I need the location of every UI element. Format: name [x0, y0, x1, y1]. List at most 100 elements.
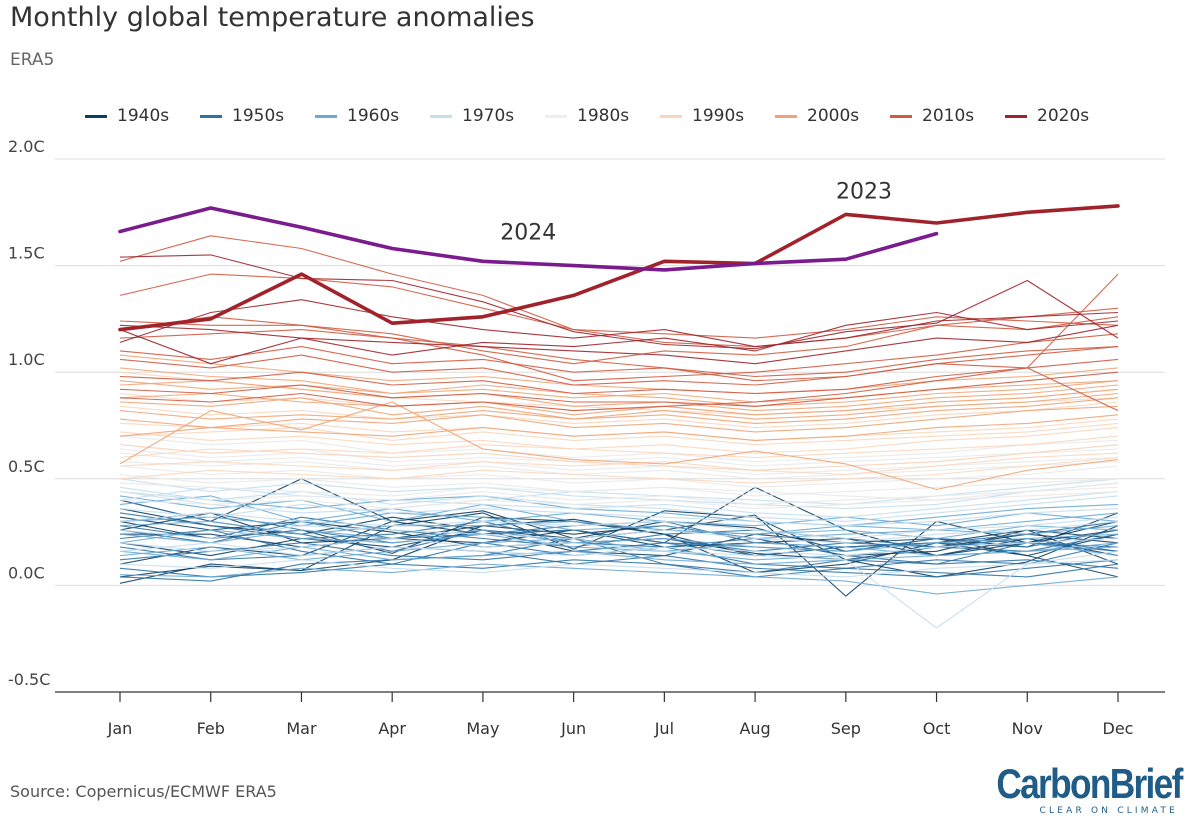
legend-label: 2020s	[1037, 106, 1090, 126]
series-line-2000s	[119, 354, 1119, 395]
series-labels: 2023 2024	[500, 179, 892, 245]
legend-item-2020s: 2020s	[1005, 106, 1120, 126]
series-line-1990s	[119, 427, 1119, 454]
chart-title: Monthly global temperature anomalies	[10, 2, 535, 33]
legend-item-1940s: 1940s	[85, 106, 200, 126]
x-tick-label: Oct	[923, 719, 951, 738]
x-tick-label: Jan	[107, 719, 133, 738]
series-line-1990s	[119, 422, 1119, 446]
legend-label: 2000s	[807, 106, 860, 126]
series-label-2024: 2024	[500, 220, 556, 245]
legend-swatch	[315, 114, 337, 118]
source-note: Source: Copernicus/ECMWF ERA5	[10, 782, 277, 801]
legend: 1940s 1950s 1960s 1970s 1980s 1990s 2000s 2010s…	[85, 106, 1120, 126]
series-line-2000s	[119, 388, 1119, 416]
series-line-1990s	[119, 456, 1119, 484]
x-tick-label: Sep	[831, 719, 861, 738]
legend-item-1950s: 1950s	[200, 106, 315, 126]
series-line-1950s	[119, 559, 1119, 578]
legend-swatch	[430, 114, 452, 118]
series-line-2010s	[119, 235, 1119, 339]
series-line-2020s	[119, 254, 1119, 350]
series-line-2000s	[119, 392, 1119, 420]
series-line-2010s	[119, 329, 1119, 382]
series-line-2010s	[119, 316, 1119, 365]
series-line-2020s	[119, 324, 1119, 365]
series-line-2010s	[119, 358, 1119, 395]
x-tick-label: Dec	[1103, 719, 1134, 738]
legend-swatch	[890, 114, 912, 118]
legend-item-1980s: 1980s	[545, 106, 660, 126]
series-line-2000s	[119, 397, 1119, 424]
legend-swatch	[660, 114, 682, 118]
legend-item-1960s: 1960s	[315, 106, 430, 126]
legend-item-2000s: 2000s	[775, 106, 890, 126]
chart-subtitle: ERA5	[10, 50, 55, 70]
legend-item-1990s: 1990s	[660, 106, 775, 126]
series-line-1940s	[119, 478, 1119, 597]
x-tick-label: Nov	[1012, 719, 1043, 738]
series-line-1960s	[119, 512, 1119, 540]
series-line-1970s	[119, 537, 1119, 557]
y-tick-label: 0.5C	[8, 457, 45, 476]
legend-swatch	[775, 114, 797, 118]
background-series	[119, 235, 1119, 629]
series-line-1980s	[119, 444, 1119, 471]
legend-swatch	[200, 114, 222, 118]
x-tick-label: Apr	[378, 719, 406, 738]
series-line-1960s	[119, 546, 1119, 565]
x-tick-label: Mar	[286, 719, 317, 738]
series-line-2000s	[119, 414, 1119, 441]
series-line-2024	[118, 206, 939, 272]
legend-swatch	[1005, 114, 1027, 118]
x-tick-label: May	[466, 719, 499, 738]
series-line-1970s	[119, 503, 1119, 527]
series-line-2000s	[119, 380, 1119, 407]
series-line-2010s	[119, 346, 1119, 378]
series-line-1990s	[119, 435, 1119, 459]
x-tick-label: Feb	[197, 719, 225, 738]
series-line-1950s	[119, 512, 1119, 552]
legend-item-1970s: 1970s	[430, 106, 545, 126]
series-line-1960s	[119, 563, 1119, 595]
series-line-1980s	[119, 465, 1119, 488]
series-line-2010s	[119, 316, 1119, 412]
series-line-2020s	[119, 299, 1119, 348]
series-line-2000s	[119, 405, 1119, 433]
series-line-1970s	[119, 486, 1119, 518]
series-line-1940s	[120, 529, 1119, 557]
series-line-1960s	[119, 491, 1119, 527]
series-line-1970s	[119, 520, 1119, 544]
legend-label: 1940s	[117, 106, 170, 126]
series-line-1960s	[119, 520, 1119, 540]
legend-label: 1960s	[347, 106, 400, 126]
y-tick-label: 2.0C	[8, 137, 45, 156]
series-line-1980s	[119, 486, 1119, 505]
series-line-1970s	[119, 478, 1119, 514]
series-line-2010s	[119, 273, 1119, 348]
series-line-1970s	[119, 559, 1119, 578]
highlight-series	[118, 204, 1120, 332]
legend-label: 1950s	[232, 106, 285, 126]
y-tick-label: 1.0C	[8, 350, 45, 369]
series-line-1970s	[119, 512, 1119, 540]
series-line-1980s	[119, 491, 1119, 510]
series-line-1980s	[119, 452, 1119, 476]
y-tick-label: 1.5C	[8, 244, 45, 263]
legend-label: 2010s	[922, 106, 975, 126]
legend-swatch	[545, 114, 567, 118]
series-line-2000s	[119, 401, 1119, 491]
series-line-1970s	[119, 537, 1119, 629]
series-line-1960s	[119, 495, 1119, 527]
series-line-1950s	[119, 546, 1119, 578]
carbonbrief-logo[interactable]: CarbonBrief CLEAR ON CLIMATE	[988, 760, 1188, 820]
series-line-1980s	[119, 444, 1119, 467]
series-line-1980s	[119, 461, 1119, 480]
y-tick-label: 0.0C	[8, 563, 45, 582]
series-line-1980s	[119, 435, 1119, 463]
series-line-2000s	[119, 380, 1119, 412]
logo-tagline: CLEAR ON CLIMATE	[1039, 806, 1178, 816]
y-axis-ticks: 2.0C 1.5C 1.0C 0.5C 0.0C -0.5C	[8, 137, 50, 689]
series-line-2010s	[119, 273, 1119, 412]
